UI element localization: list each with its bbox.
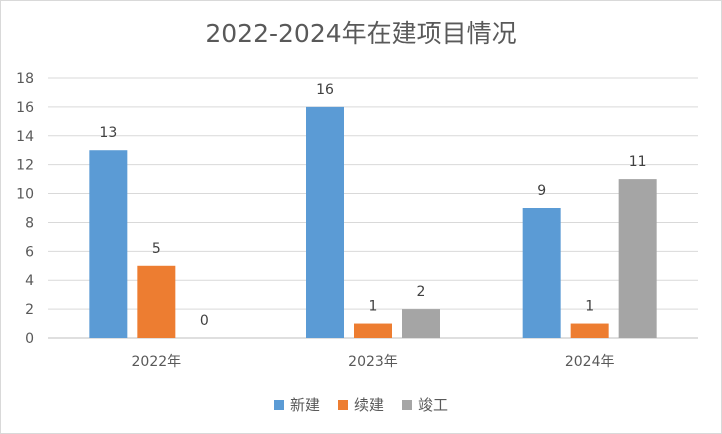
data-label: 11 [629,154,647,170]
legend-swatch [273,399,284,410]
y-tick-label: 2 [25,302,34,318]
data-label: 2 [417,284,426,300]
legend-label: 续建 [353,396,384,414]
x-tick-label: 2024年 [565,354,615,370]
chart-title: 2022-2024年在建项目情况 [205,19,517,48]
x-tick-label: 2022年 [132,354,182,370]
y-tick-label: 16 [16,100,34,116]
chart-legend: 新建 续建 竣工 [0,394,722,415]
data-label: 5 [152,241,161,257]
bar [618,179,657,338]
bar [354,323,392,338]
data-label: 16 [316,82,334,98]
legend-item: 新建 [273,394,320,415]
legend-item: 续建 [337,394,384,415]
y-tick-label: 14 [16,129,34,145]
y-tick-label: 0 [25,331,34,347]
y-tick-label: 10 [16,187,34,203]
bar [522,208,561,338]
x-tick-label: 2023年 [348,354,398,370]
bar [570,323,609,338]
data-label: 13 [99,125,117,141]
y-tick-label: 18 [16,71,34,87]
data-label: 1 [369,299,378,315]
y-tick-label: 12 [16,158,34,174]
data-label: 1 [585,299,594,315]
legend-swatch [402,399,412,410]
legend-item: 竣工 [402,394,448,415]
bar [402,309,440,338]
bar [137,265,176,338]
legend-swatch [337,399,348,410]
data-label: 0 [200,313,209,329]
bar [306,106,344,338]
y-tick-label: 6 [25,244,34,260]
legend-label: 新建 [289,396,320,414]
y-tick-label: 8 [25,215,34,231]
y-tick-label: 4 [25,273,34,289]
data-label: 9 [537,183,546,199]
legend-label: 竣工 [418,396,449,414]
bar [89,150,128,338]
